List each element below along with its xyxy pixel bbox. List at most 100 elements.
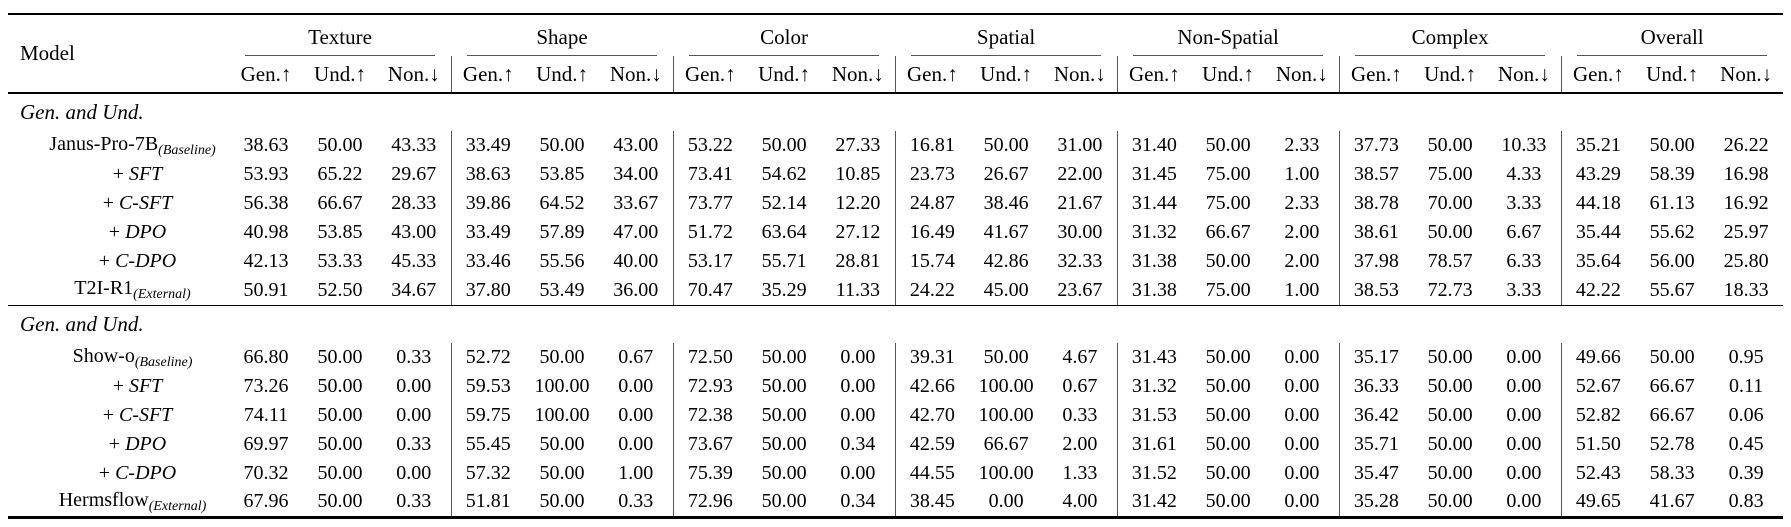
value-cell: 0.00 <box>1506 346 1542 368</box>
value-cell: 45.00 <box>969 276 1044 306</box>
value-cell: 28.81 <box>835 250 881 272</box>
value-cell: 0.00 <box>1506 462 1542 484</box>
value-cell: 0.00 <box>1506 490 1542 513</box>
value-cell: 10.33 <box>1501 134 1547 156</box>
value-cell: 0.00 <box>1506 375 1542 397</box>
value-cell: 40.98 <box>243 221 289 243</box>
group-header-overall: Overall <box>1561 14 1783 56</box>
subcolumn-header: Gen.↑ <box>1338 56 1414 94</box>
method-prefix: + <box>112 375 124 397</box>
value-cell: 16.49 <box>894 218 970 247</box>
value-cell: 31.44 <box>1116 189 1192 218</box>
value-cell: 75.00 <box>1205 192 1251 214</box>
value-cell: 50.00 <box>317 404 363 426</box>
value-cell: 100.00 <box>978 404 1034 426</box>
value-cell: 40.00 <box>613 250 659 272</box>
value-cell: 59.53 <box>450 372 526 401</box>
value-cell: 33.46 <box>450 247 526 276</box>
method-name: DPO <box>125 433 167 455</box>
benchmark-results-table: Model Texture Shape Color Spatial Non-Spatial… <box>8 13 1784 519</box>
value-cell: 42.70 <box>894 401 970 430</box>
value-cell: 24.87 <box>894 189 970 218</box>
method-name: C-DPO <box>115 250 177 272</box>
value-cell: 35.29 <box>747 276 822 306</box>
group-header-texture: Texture <box>229 14 451 56</box>
group-label: Non-Spatial <box>1133 23 1324 56</box>
value-cell: 38.57 <box>1338 160 1414 189</box>
value-cell: 35.44 <box>1560 218 1636 247</box>
value-cell: 35.71 <box>1338 430 1414 459</box>
table-row: + SFT 53.93 65.22 29.67 38.63 53.85 34.00 73.41 5… <box>8 160 1783 189</box>
value-cell: 53.17 <box>672 247 748 276</box>
value-cell: 52.82 <box>1560 401 1636 430</box>
value-cell: 35.47 <box>1338 459 1414 488</box>
value-cell: 50.00 <box>761 134 807 156</box>
method-name: C-SFT <box>118 404 173 426</box>
subcolumn-header: Und.↑ <box>525 56 600 94</box>
value-cell: 38.53 <box>1338 276 1414 306</box>
value-cell: 35.21 <box>1560 131 1636 160</box>
subcolumn-header: Gen.↑ <box>450 56 526 94</box>
value-cell: 38.63 <box>450 160 526 189</box>
subcolumn-header: Und.↑ <box>303 56 377 94</box>
value-cell: 53.33 <box>317 250 363 272</box>
method-prefix: + <box>102 192 114 214</box>
value-cell: 31.45 <box>1116 160 1192 189</box>
value-cell: 0.33 <box>396 346 432 368</box>
value-cell: 100.00 <box>534 375 590 397</box>
value-cell: 0.00 <box>840 375 876 397</box>
value-cell: 100.00 <box>978 462 1034 484</box>
value-cell: 0.00 <box>1506 404 1542 426</box>
value-cell: 50.00 <box>539 433 585 455</box>
model-cell: + SFT <box>8 160 229 189</box>
value-cell: 44.55 <box>894 459 970 488</box>
subcolumn-header: Gen.↑ <box>229 56 303 94</box>
model-cell: T2I-R1(External) <box>8 276 229 306</box>
value-cell: 53.85 <box>539 163 585 185</box>
value-cell: 32.33 <box>1057 250 1103 272</box>
value-cell: 38.78 <box>1338 189 1414 218</box>
model-subscript: (Baseline) <box>134 354 193 370</box>
value-cell: 50.00 <box>1649 346 1695 368</box>
value-cell: 55.62 <box>1649 221 1695 243</box>
value-cell: 50.00 <box>1205 250 1251 272</box>
value-cell: 61.13 <box>1649 192 1695 214</box>
group-header-shape: Shape <box>451 14 673 56</box>
value-cell: 54.62 <box>761 163 807 185</box>
value-cell: 0.00 <box>988 490 1024 513</box>
value-cell: 36.42 <box>1338 401 1414 430</box>
value-cell: 1.33 <box>1062 462 1098 484</box>
value-cell: 33.49 <box>450 131 526 160</box>
value-cell: 35.64 <box>1560 247 1636 276</box>
value-cell: 36.00 <box>599 276 674 306</box>
model-name: Janus-Pro-7B <box>49 132 159 155</box>
table-row: + DPO 69.97 50.00 0.33 55.45 50.00 0.00 73.67 50.… <box>8 430 1783 459</box>
value-cell: 37.73 <box>1338 131 1414 160</box>
value-cell: 50.00 <box>761 375 807 397</box>
value-cell: 31.40 <box>1116 131 1192 160</box>
value-cell: 24.22 <box>894 276 970 306</box>
value-cell: 72.38 <box>672 401 748 430</box>
value-cell: 50.00 <box>1205 490 1251 513</box>
value-cell: 38.63 <box>243 134 289 156</box>
value-cell: 41.67 <box>983 221 1029 243</box>
model-cell: + C-SFT <box>8 401 229 430</box>
value-cell: 50.00 <box>761 346 807 368</box>
model-subscript: (External) <box>133 287 191 303</box>
method-prefix: + <box>112 163 124 185</box>
group-label: Complex <box>1355 23 1546 56</box>
value-cell: 23.67 <box>1043 276 1118 306</box>
value-cell: 0.33 <box>618 490 654 513</box>
value-cell: 0.00 <box>1284 490 1320 513</box>
value-cell: 31.61 <box>1116 430 1192 459</box>
subcolumn-header: Non.↓ <box>599 56 674 94</box>
value-cell: 53.85 <box>317 221 363 243</box>
subcolumn-header: Non.↓ <box>821 56 896 94</box>
group-label: Color <box>689 23 880 56</box>
value-cell: 33.67 <box>613 192 659 214</box>
value-cell: 50.00 <box>1205 433 1251 455</box>
value-cell: 64.52 <box>539 192 585 214</box>
value-cell: 43.00 <box>613 134 659 156</box>
group-label: Spatial <box>911 23 1102 56</box>
